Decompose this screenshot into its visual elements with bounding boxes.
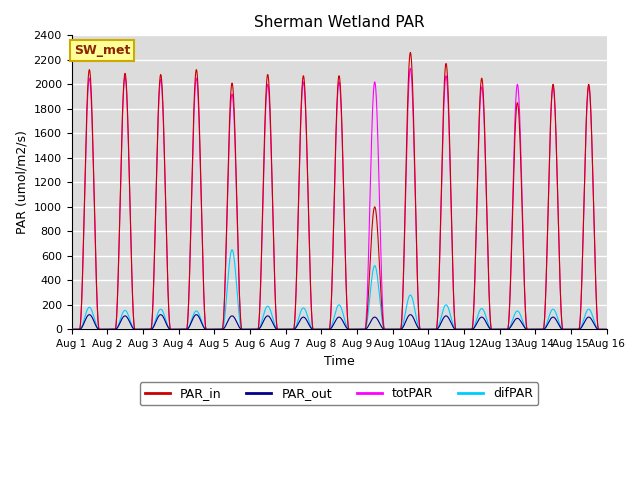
Y-axis label: PAR (umol/m2/s): PAR (umol/m2/s) (15, 131, 28, 234)
Text: SW_met: SW_met (74, 44, 131, 57)
Legend: PAR_in, PAR_out, totPAR, difPAR: PAR_in, PAR_out, totPAR, difPAR (140, 383, 538, 406)
Title: Sherman Wetland PAR: Sherman Wetland PAR (253, 15, 424, 30)
X-axis label: Time: Time (324, 355, 355, 368)
